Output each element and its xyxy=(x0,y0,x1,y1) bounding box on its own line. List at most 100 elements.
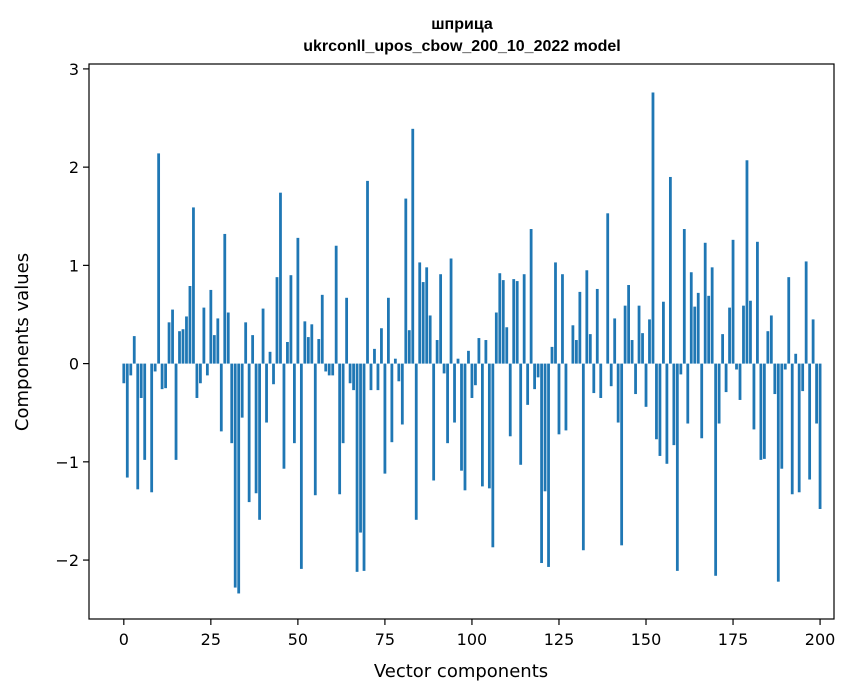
bar xyxy=(293,363,296,444)
bar xyxy=(679,363,683,375)
bar xyxy=(366,180,369,364)
x-tick-label: 75 xyxy=(375,630,395,649)
x-tick-label: 125 xyxy=(544,630,575,649)
bar xyxy=(581,363,585,551)
bar xyxy=(675,363,679,571)
bar xyxy=(460,363,463,471)
bar xyxy=(129,363,133,376)
bar xyxy=(414,363,418,520)
bar xyxy=(717,363,721,424)
bar xyxy=(801,363,805,392)
bar xyxy=(355,363,359,572)
bar xyxy=(230,363,234,444)
y-tick-label: 1 xyxy=(69,256,79,275)
bar xyxy=(411,128,415,364)
bar xyxy=(578,291,582,364)
bar xyxy=(216,318,220,364)
bar xyxy=(588,334,592,364)
bar xyxy=(306,337,310,364)
bar xyxy=(404,198,408,364)
bar xyxy=(327,363,331,376)
bar xyxy=(526,363,530,405)
bar xyxy=(815,363,818,424)
bar xyxy=(644,363,648,407)
bar xyxy=(484,340,488,364)
bar xyxy=(707,295,711,364)
bar xyxy=(212,335,216,364)
bar xyxy=(362,363,366,571)
bar xyxy=(275,277,279,364)
bar xyxy=(244,322,248,364)
bar xyxy=(453,363,456,423)
bar xyxy=(543,363,547,492)
bar xyxy=(369,363,373,391)
bar xyxy=(150,363,154,493)
x-tick-label: 200 xyxy=(805,630,836,649)
bar xyxy=(303,321,307,364)
bar xyxy=(132,336,136,364)
bar xyxy=(209,289,213,364)
bar xyxy=(251,335,255,364)
bar xyxy=(794,353,798,364)
plot-frame xyxy=(88,63,835,620)
bar xyxy=(766,331,770,364)
bar xyxy=(557,363,561,435)
bar xyxy=(776,363,780,582)
bar xyxy=(442,363,446,374)
bar xyxy=(205,363,209,376)
bar xyxy=(313,363,317,496)
bar xyxy=(606,213,610,364)
bar xyxy=(376,363,380,391)
bar xyxy=(637,305,641,364)
bar xyxy=(731,239,735,364)
bar xyxy=(627,285,630,364)
bar xyxy=(258,363,261,520)
bar xyxy=(195,363,199,398)
bar xyxy=(613,318,617,364)
bar xyxy=(279,192,282,364)
bar xyxy=(380,328,383,364)
bar xyxy=(769,315,773,364)
bar xyxy=(359,363,362,533)
y-axis-label: Components values xyxy=(12,253,33,431)
bar xyxy=(658,363,662,456)
bar xyxy=(192,207,195,364)
bar xyxy=(188,286,192,364)
bar xyxy=(634,363,637,395)
bar xyxy=(421,282,425,364)
bar xyxy=(693,306,697,364)
bar xyxy=(387,297,390,364)
bar xyxy=(780,363,784,469)
bar xyxy=(265,363,268,423)
bar xyxy=(595,288,599,364)
bar xyxy=(185,316,188,364)
bar xyxy=(432,363,436,481)
bar xyxy=(338,363,342,495)
bar xyxy=(286,341,289,364)
x-tick-label: 100 xyxy=(457,630,488,649)
y-tick-label: 3 xyxy=(69,60,79,79)
bar xyxy=(630,340,634,364)
bar xyxy=(474,363,477,386)
bar xyxy=(519,363,523,465)
y-tick-label: 0 xyxy=(69,355,79,374)
bar xyxy=(672,363,676,446)
bar xyxy=(456,358,460,364)
x-tick-label: 175 xyxy=(718,630,749,649)
bar xyxy=(512,279,516,364)
bar xyxy=(804,261,808,364)
bar xyxy=(759,363,763,460)
bar xyxy=(254,363,258,494)
bar xyxy=(122,363,126,384)
bar xyxy=(651,92,655,364)
bar xyxy=(400,363,404,425)
bar xyxy=(700,363,704,439)
bar xyxy=(749,300,752,364)
bar xyxy=(505,327,509,364)
bar xyxy=(299,363,303,569)
bar xyxy=(310,324,314,364)
bar xyxy=(164,363,167,389)
bar xyxy=(790,363,794,495)
bar xyxy=(296,237,300,364)
bar xyxy=(550,346,554,364)
